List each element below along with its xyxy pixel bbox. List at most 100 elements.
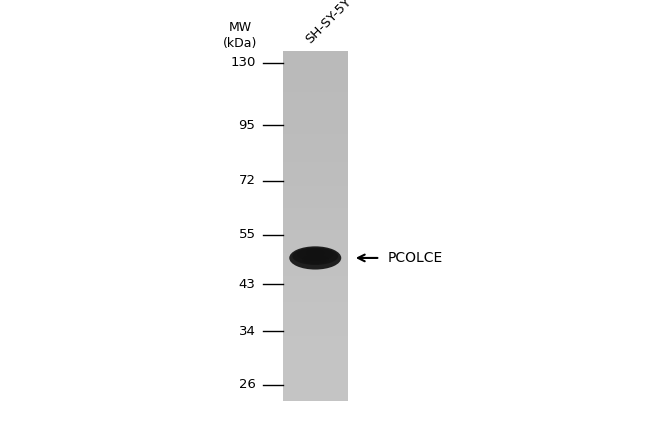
Bar [283, 160, 348, 162]
Bar [283, 130, 348, 131]
Bar [283, 282, 348, 283]
Bar [283, 373, 348, 374]
Ellipse shape [289, 246, 341, 270]
Bar [283, 323, 348, 324]
Bar [283, 172, 348, 173]
Bar [283, 233, 348, 234]
Bar [283, 320, 348, 322]
Bar [283, 51, 348, 401]
Bar [283, 328, 348, 330]
Bar [283, 67, 348, 68]
Bar [283, 250, 348, 252]
Bar [283, 341, 348, 343]
Bar [283, 293, 348, 295]
Bar [283, 228, 348, 229]
Bar [283, 344, 348, 345]
Bar [283, 188, 348, 189]
Bar [283, 101, 348, 102]
Bar [283, 230, 348, 232]
Bar [283, 303, 348, 304]
Bar [283, 100, 348, 101]
Bar [283, 297, 348, 298]
Bar [283, 143, 348, 144]
Bar [283, 122, 348, 123]
Bar [283, 285, 348, 287]
Bar [283, 375, 348, 376]
Bar [283, 142, 348, 143]
Bar [283, 219, 348, 220]
Bar [283, 311, 348, 312]
Bar [283, 166, 348, 168]
Bar [283, 114, 348, 115]
Bar [283, 176, 348, 177]
Bar [283, 108, 348, 109]
Bar [283, 396, 348, 398]
Bar [283, 179, 348, 180]
Bar [283, 263, 348, 264]
Bar [283, 216, 348, 218]
Bar [283, 193, 348, 194]
Bar [283, 208, 348, 209]
Bar [283, 305, 348, 306]
Text: PCOLCE: PCOLCE [388, 251, 443, 265]
Bar [283, 275, 348, 276]
Bar [283, 338, 348, 339]
Bar [283, 157, 348, 158]
Bar [283, 355, 348, 357]
Bar [283, 171, 348, 172]
Bar [283, 211, 348, 212]
Bar [283, 54, 348, 55]
Bar [283, 116, 348, 117]
Bar [283, 153, 348, 154]
Bar [283, 249, 348, 250]
Bar [283, 265, 348, 267]
Bar [283, 384, 348, 386]
Bar [283, 287, 348, 288]
Bar [283, 267, 348, 268]
Bar [283, 376, 348, 378]
Bar [283, 156, 348, 157]
Bar [283, 366, 348, 367]
Bar [283, 277, 348, 279]
Bar [283, 343, 348, 344]
Bar [283, 115, 348, 116]
Bar [283, 63, 348, 65]
Bar [283, 59, 348, 60]
Bar [283, 295, 348, 296]
Bar [283, 381, 348, 382]
Bar [283, 207, 348, 208]
Bar [283, 81, 348, 82]
Bar [283, 93, 348, 94]
Bar [283, 141, 348, 142]
Bar [283, 145, 348, 146]
Bar [283, 254, 348, 255]
Bar [283, 346, 348, 347]
Bar [283, 144, 348, 145]
Bar [283, 133, 348, 135]
Bar [283, 158, 348, 159]
Bar [283, 340, 348, 341]
Bar [283, 368, 348, 369]
Bar [283, 318, 348, 319]
Text: 130: 130 [230, 56, 255, 69]
Bar [283, 214, 348, 215]
Bar [283, 80, 348, 81]
Bar [283, 281, 348, 282]
Bar [283, 352, 348, 353]
Bar [283, 264, 348, 265]
Bar [283, 213, 348, 214]
Bar [283, 335, 348, 337]
Bar [283, 390, 348, 392]
Bar [283, 83, 348, 84]
Bar [283, 362, 348, 363]
Bar [283, 276, 348, 277]
Bar [283, 398, 348, 400]
Bar [283, 53, 348, 54]
Bar [283, 255, 348, 256]
Bar [283, 319, 348, 320]
Bar [283, 326, 348, 327]
Bar [283, 235, 348, 236]
Bar [283, 107, 348, 108]
Bar [283, 185, 348, 186]
Bar [283, 223, 348, 225]
